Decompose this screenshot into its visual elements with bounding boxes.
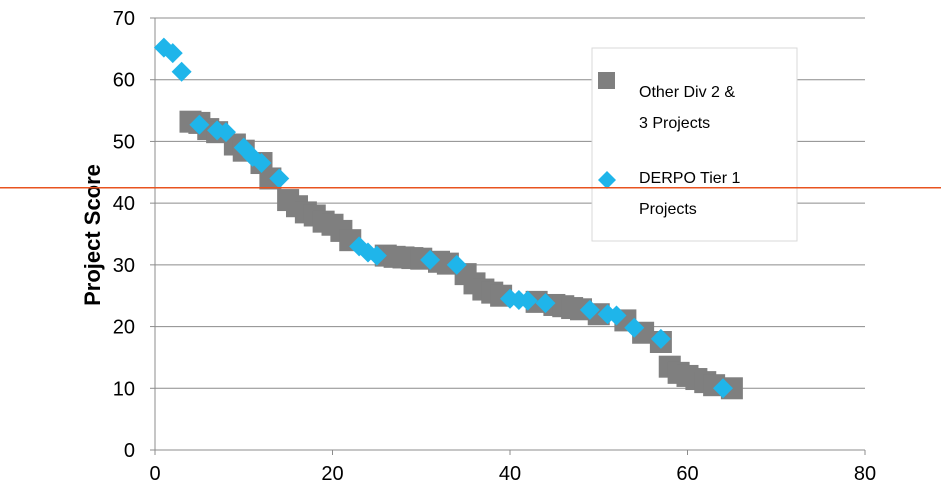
legend-label: 3 Projects [639, 115, 710, 132]
x-tick-label: 60 [676, 463, 698, 485]
y-tick-label: 60 [113, 70, 135, 92]
y-tick-label: 10 [113, 378, 135, 400]
diamond-point [171, 61, 192, 82]
diamond-point [269, 168, 290, 189]
legend-box [591, 47, 798, 242]
y-tick-label: 20 [113, 317, 135, 339]
diamond-point [650, 328, 671, 349]
x-tick-label: 40 [499, 463, 521, 485]
y-tick-label: 30 [113, 255, 135, 277]
data-series [153, 37, 743, 400]
x-tick-label: 20 [321, 463, 343, 485]
diamond-point [624, 317, 645, 338]
axes [150, 17, 866, 455]
x-tick-label: 80 [854, 463, 876, 485]
x-tick-label: 0 [149, 463, 160, 485]
gridlines [155, 17, 865, 389]
tick-labels: 0 10 20 30 40 50 60 70 0 20 40 60 80 [113, 8, 876, 485]
diamond-point [216, 122, 236, 143]
legend-label: Projects [639, 201, 697, 218]
diamond-point [366, 245, 387, 266]
legend-label: DERPO Tier 1 [639, 170, 740, 187]
diamond-point [713, 378, 733, 399]
diamond-point [535, 293, 556, 314]
y-tick-label: 50 [113, 131, 135, 153]
series-derpo-tier-1 [153, 37, 733, 399]
y-tick-label: 0 [124, 440, 135, 462]
legend-label: Other Div 2 & [639, 84, 735, 101]
diamond-point [517, 290, 538, 311]
y-tick-label: 40 [113, 193, 135, 215]
diamond-point [349, 236, 370, 257]
diamond-point [251, 153, 272, 174]
diamond-point [420, 249, 441, 270]
y-tick-label: 70 [113, 8, 135, 30]
diamond-point [579, 299, 600, 320]
legend-square-marker [598, 72, 615, 89]
legend-diamond-marker [598, 171, 616, 189]
legend: Other Div 2 & 3 Projects DERPO Tier 1 Proje… [591, 47, 798, 242]
diamond-point [606, 305, 627, 326]
diamond-point [446, 254, 467, 275]
diamond-point [162, 43, 183, 64]
y-axis-label: Project Score [80, 164, 105, 306]
diamond-point [189, 114, 210, 135]
